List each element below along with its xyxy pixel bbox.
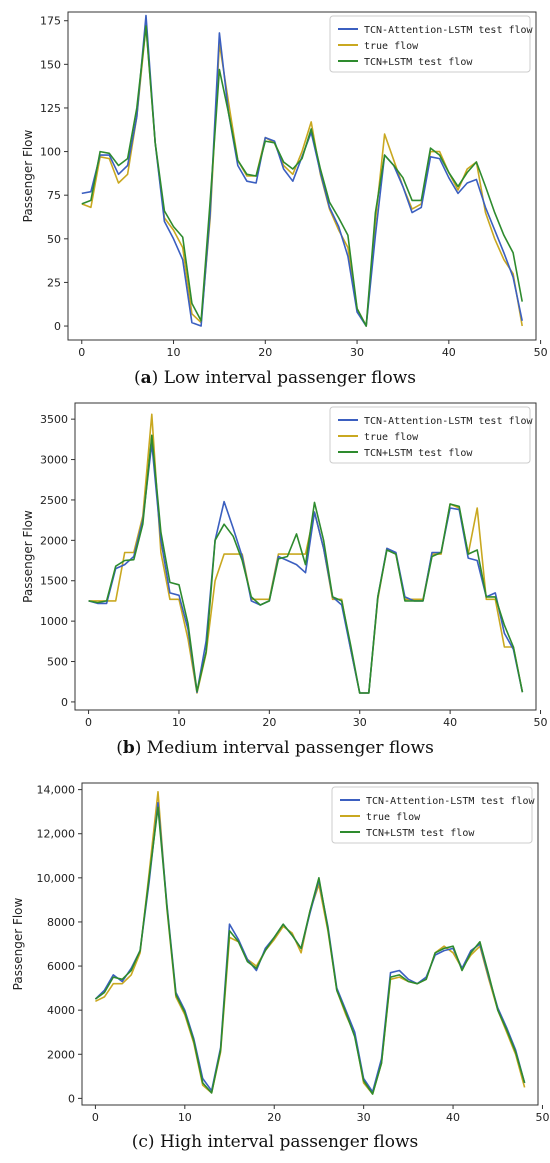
y-tick-label: 4000 xyxy=(47,1004,75,1017)
y-tick-label: 3000 xyxy=(40,454,68,467)
caption-b: (b) Medium interval passenger flows xyxy=(116,738,434,758)
y-tick-label: 75 xyxy=(47,189,61,202)
chart-b: 0 10 20 30 40 500500100015002000250030003500P… xyxy=(21,402,548,729)
legend-label: true flow xyxy=(366,812,421,823)
x-tick-label: 40 xyxy=(442,346,456,359)
plot-frame xyxy=(81,782,539,1106)
legend-label: TCN+LSTM test flow xyxy=(366,828,475,839)
y-tick-label: 150 xyxy=(40,58,61,71)
x-tick-label: 0 xyxy=(85,716,92,729)
x-tick-label: 40 xyxy=(446,1111,460,1124)
legend-label: true flow xyxy=(364,432,419,443)
legend-label: TCN-Attention-LSTM test flow xyxy=(366,796,536,807)
y-tick-label: 1500 xyxy=(40,575,68,588)
y-tick-label: 8000 xyxy=(47,916,75,929)
x-tick-label: 50 xyxy=(535,1111,549,1124)
x-tick-label: 30 xyxy=(353,716,367,729)
y-tick-label: 500 xyxy=(47,656,68,669)
y-tick-label: 2500 xyxy=(40,494,68,507)
series-line-1 xyxy=(94,801,526,1093)
x-tick-label: 10 xyxy=(172,716,186,729)
y-tick-label: 1000 xyxy=(40,615,68,628)
y-tick-label: 2000 xyxy=(47,1048,75,1061)
series-line-1 xyxy=(88,442,524,694)
y-axis-label: Passenger Flow xyxy=(21,510,35,603)
y-tick-label: 2000 xyxy=(40,534,68,547)
y-tick-label: 125 xyxy=(40,102,61,115)
series-line-3 xyxy=(94,806,526,1095)
x-tick-label: 20 xyxy=(262,716,276,729)
x-tick-label: 40 xyxy=(443,716,457,729)
y-axis-label: Passenger Flow xyxy=(11,897,25,990)
chart-panel-a: 0 10 20 30 40 50 0 25 50 75 100 125 150 175 Passenger … xyxy=(0,0,550,390)
x-tick-label: 50 xyxy=(534,346,548,359)
legend-box xyxy=(329,406,531,464)
legend-label: TCN+LSTM test flow xyxy=(364,57,473,68)
legend-label: TCN+LSTM test flow xyxy=(364,448,473,459)
plot-frame xyxy=(67,11,537,341)
y-tick-label: 0 xyxy=(54,320,61,333)
chart-a: 0 10 20 30 40 50 0 25 50 75 100 125 150 175 Passenger … xyxy=(21,11,548,359)
legend-label: TCN-Attention-LSTM test flow xyxy=(364,25,534,36)
y-tick-label: 6000 xyxy=(47,960,75,973)
y-tick-label: 50 xyxy=(47,233,61,246)
x-tick-label: 30 xyxy=(357,1111,371,1124)
caption-c: (c) High interval passenger flows xyxy=(131,1132,419,1152)
series-line-3 xyxy=(88,434,524,694)
x-tick-label: 0 xyxy=(78,346,85,359)
legend-box xyxy=(331,786,533,844)
y-tick-label: 10,000 xyxy=(37,872,76,885)
y-tick-label: 100 xyxy=(40,146,61,159)
y-axis-label: Passenger Flow xyxy=(21,129,35,222)
y-tick-label: 25 xyxy=(47,276,61,289)
plot-frame xyxy=(74,402,537,711)
y-tick-label: 3500 xyxy=(40,413,68,426)
y-tick-label: 14,000 xyxy=(37,784,76,797)
x-tick-label: 0 xyxy=(92,1111,99,1124)
y-tick-label: 175 xyxy=(40,15,61,28)
chart-c: 0 10 20 30 40 50 0 2000 4000 6000 8000 10,000 12,000… xyxy=(11,782,549,1124)
x-tick-label: 20 xyxy=(267,1111,281,1124)
series-line-3 xyxy=(81,25,523,327)
x-tick-label: 50 xyxy=(534,716,548,729)
x-tick-label: 30 xyxy=(350,346,364,359)
legend-label: true flow xyxy=(364,41,419,52)
x-tick-label: 20 xyxy=(258,346,272,359)
y-tick-label: 0 xyxy=(68,1092,75,1105)
y-tick-label: 0 xyxy=(61,696,68,709)
caption-a: (a) Low interval passenger flows xyxy=(134,368,416,388)
x-tick-label: 10 xyxy=(178,1111,192,1124)
x-tick-label: 10 xyxy=(167,346,181,359)
y-tick-label: 12,000 xyxy=(37,828,76,841)
legend-box xyxy=(329,15,531,73)
chart-panel-b: 0 10 20 30 40 50 0 500 1000 1500 2000 2500 3000 3500 P… xyxy=(0,395,550,770)
legend-label: TCN-Attention-LSTM test flow xyxy=(364,416,534,427)
chart-panel-c: 0 10 20 30 40 50 0 2000 4000 6000 8000 10,000 12,000… xyxy=(0,775,550,1163)
